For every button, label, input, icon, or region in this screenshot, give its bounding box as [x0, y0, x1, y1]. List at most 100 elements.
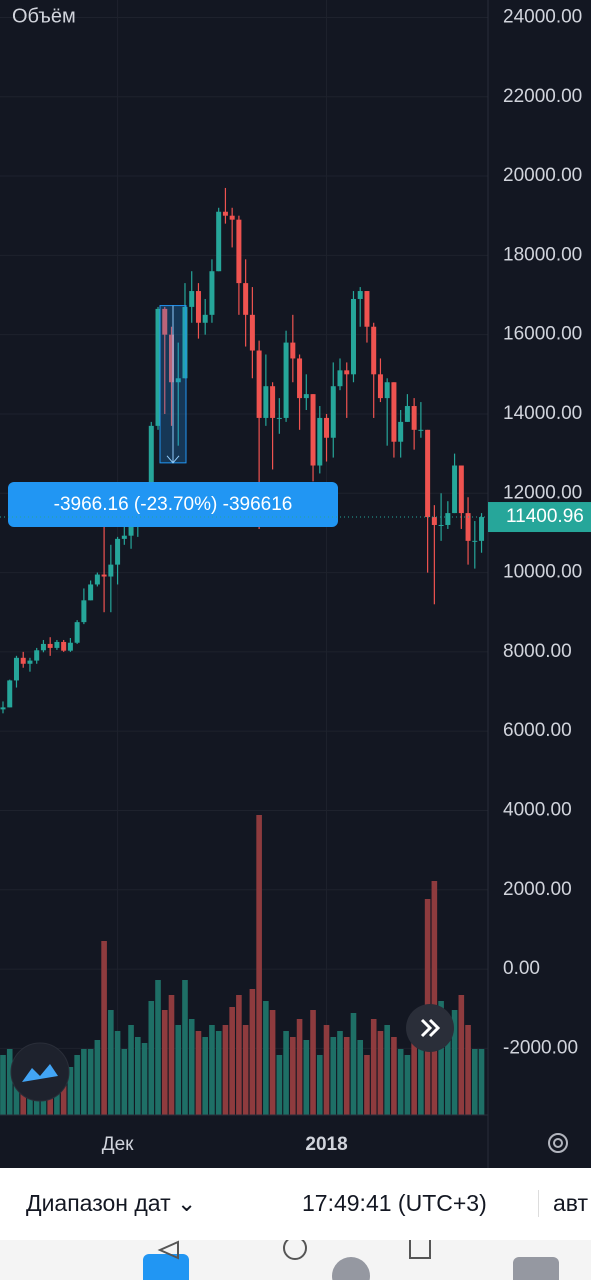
candle-body	[216, 211, 222, 272]
home-button[interactable]	[283, 1240, 307, 1260]
scale-button[interactable]: авт	[538, 1190, 588, 1217]
ideas-tab[interactable]	[332, 1257, 370, 1280]
y-tick-label: 2000.00	[503, 879, 572, 900]
candle-body	[88, 584, 94, 601]
settings-icon[interactable]	[548, 1133, 568, 1153]
measure-label: -3966.16 (-23.70%) -396616	[54, 494, 293, 515]
volume-bar	[303, 1040, 310, 1115]
candle-body	[40, 643, 46, 651]
volume-bar	[337, 1031, 343, 1115]
volume-bar	[330, 1037, 337, 1115]
date-range-button[interactable]: Диапазон дат ⌄	[26, 1190, 197, 1216]
candle-body	[148, 425, 154, 507]
candle-body	[94, 574, 100, 585]
footer: Диапазон дат ⌄ 17:49:41 (UTC+3) авт	[0, 1168, 591, 1240]
candle-body	[209, 271, 215, 315]
candle-body	[128, 521, 134, 536]
candle-body	[61, 641, 67, 651]
candle-body	[431, 517, 437, 525]
candle-body	[195, 291, 201, 323]
volume-bar	[236, 995, 242, 1115]
volume-bar	[94, 1040, 101, 1115]
volume-bar	[438, 1001, 444, 1115]
candle-body	[458, 465, 464, 514]
volume-bar	[242, 1025, 249, 1115]
volume-bar	[202, 1037, 208, 1115]
candle-body	[452, 465, 458, 514]
volume-bar	[411, 1043, 417, 1115]
candle-body	[418, 429, 424, 431]
volume-bar	[290, 1037, 296, 1115]
candle-body	[27, 660, 33, 664]
candle-body	[13, 657, 19, 681]
y-tick-label: 4000.00	[503, 799, 572, 820]
candle-body	[169, 334, 174, 383]
candle-body	[404, 406, 410, 422]
nav-icons	[143, 1240, 559, 1280]
chart: -3966.16 (-23.70%) -396616 Объём 24000.0…	[0, 0, 591, 1168]
volume-bar	[269, 1010, 276, 1115]
volume-bar	[364, 1055, 370, 1115]
volume-bar	[451, 1010, 458, 1115]
candle-body	[371, 326, 377, 375]
volume-bar	[431, 881, 438, 1115]
volume-bar	[135, 1037, 141, 1115]
candle-body	[229, 215, 235, 220]
y-tick-label: 18000.00	[503, 244, 582, 265]
volume-bar	[161, 1010, 168, 1115]
candle-body	[364, 291, 370, 327]
recent-button[interactable]	[409, 1240, 431, 1259]
candle-body	[350, 298, 356, 375]
chart-tab[interactable]	[143, 1254, 189, 1280]
candle-body	[290, 342, 296, 359]
volume-bar	[249, 989, 256, 1115]
candle-body	[465, 513, 471, 541]
volume-bar	[478, 1049, 485, 1115]
volume-bar	[283, 1031, 289, 1115]
volume-bar	[182, 980, 188, 1115]
y-tick-label: 20000.00	[503, 165, 582, 186]
candle-body	[121, 535, 127, 539]
candle-body	[249, 314, 255, 351]
volume-bar	[148, 1001, 155, 1115]
candle-body	[67, 642, 73, 651]
candle-body	[425, 429, 431, 518]
volume-bar	[114, 1031, 121, 1115]
candle-body	[263, 386, 269, 418]
volume-bar	[472, 1049, 478, 1115]
candle-body	[479, 517, 485, 541]
y-tick-label: 24000.00	[503, 6, 582, 27]
volume-bar	[256, 815, 262, 1115]
candle-body	[438, 524, 444, 526]
candle-body	[108, 564, 114, 577]
candle-body	[189, 291, 195, 307]
indicator-button[interactable]	[10, 1042, 70, 1102]
menu-tab[interactable]	[513, 1257, 559, 1280]
candle-body	[324, 417, 330, 438]
last-price-box	[488, 502, 591, 533]
volume-bar	[391, 1037, 397, 1115]
candle-body	[270, 386, 276, 418]
measure-tooltip	[8, 482, 338, 527]
candle-body	[243, 283, 249, 315]
y-tick-label: 10000.00	[503, 562, 582, 583]
candle-body	[182, 306, 188, 379]
candle-body	[391, 382, 397, 442]
volume-bar	[343, 1037, 350, 1115]
y-tick-label: 0.00	[503, 958, 540, 979]
y-tick-label: 12000.00	[503, 482, 582, 503]
candle-body	[7, 680, 13, 708]
candle-body	[162, 308, 168, 335]
candle-body	[0, 707, 6, 710]
y-tick-label: 8000.00	[503, 641, 572, 662]
scroll-right-button[interactable]	[406, 1004, 454, 1052]
volume-bar	[465, 1025, 471, 1115]
back-button[interactable]	[157, 1240, 179, 1260]
candle-body	[74, 622, 80, 643]
volume-bar	[357, 1040, 364, 1115]
volume-bar	[0, 1055, 6, 1115]
volume-bar	[141, 1043, 148, 1115]
volume-bar	[418, 1025, 424, 1115]
